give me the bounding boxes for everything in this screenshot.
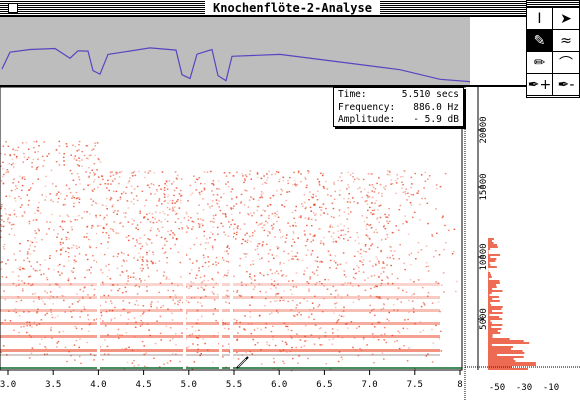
spectrogram-plot[interactable]	[0, 140, 462, 372]
window-title-bar[interactable]: Knochenflöte-2-Analyse	[0, 0, 526, 17]
amplitude-label: Amplitude:	[338, 114, 396, 125]
amplitude-value: - 5.9 dB	[413, 114, 459, 125]
time-tick-label: 5.5	[226, 380, 242, 390]
time-tick-label: 3.0	[0, 380, 16, 390]
time-tick-label: 6.5	[316, 380, 332, 390]
time-label: Time:	[338, 89, 367, 100]
time-value: 5.510 secs	[401, 89, 459, 100]
palette-drag-bar[interactable]	[527, 1, 579, 8]
time-tick-label: 4.0	[90, 380, 106, 390]
pencil-icon: ✏	[533, 54, 546, 71]
time-tick-label: 6.0	[271, 380, 287, 390]
text-cursor-icon: I	[537, 10, 542, 27]
window-title: Knochenflöte-2-Analyse	[205, 1, 380, 15]
time-tick-label: 7.0	[361, 380, 377, 390]
spectrogram-view[interactable]: 20000 15000 10000 5000 -50 -30 -10 3.0 3.5 4.0 4…	[0, 87, 580, 400]
time-axis: 3.0 3.5 4.0 4.5 5.0 5.5 6.0 6.5 7.0 7.5 8	[0, 370, 463, 390]
pen-minus-tool[interactable]: ✒-	[553, 74, 579, 96]
time-tick-label: 8	[457, 380, 462, 390]
wave-tool[interactable]: ≈	[553, 30, 579, 52]
frequency-tick-label: 20000	[479, 116, 489, 143]
pen-plus-icon: ✒+	[527, 76, 552, 93]
time-tick-label: 5.0	[181, 380, 197, 390]
eyedropper-cursor-icon	[236, 356, 249, 369]
frequency-tick-label: 10000	[479, 243, 489, 270]
amplitude-tick-label: -50	[489, 383, 505, 393]
time-tick-label: 7.5	[407, 380, 423, 390]
pen-minus-icon: ✒-	[557, 76, 575, 93]
cursor-readout-panel: Time: 5.510 secs Frequency: 886.0 Hz Ampli…	[333, 87, 464, 127]
time-tick-label: 3.5	[45, 380, 61, 390]
waveform-overview[interactable]	[0, 17, 526, 87]
frequency-value: 886.0 Hz	[413, 101, 459, 113]
waveform-envelope	[0, 17, 526, 85]
arrow-tool[interactable]: ➤	[553, 8, 579, 30]
lasso-tool[interactable]: ⌒	[553, 52, 579, 74]
overview-selection	[0, 17, 470, 85]
arrow-icon: ➤	[560, 10, 572, 27]
pen-plus-tool[interactable]: ✒+	[527, 74, 553, 96]
close-box-button[interactable]	[8, 3, 18, 13]
pencil-tool[interactable]: ✏	[527, 52, 553, 74]
wave-icon: ≈	[560, 32, 572, 49]
tool-palette[interactable]: I ➤ ✎ ≈ ✏ ⌒ ✒+ ✒-	[526, 0, 580, 98]
eyedropper-icon: ✎	[533, 32, 546, 49]
amplitude-slice-panel: -50 -30 -10	[465, 236, 580, 393]
eyedropper-tool[interactable]: ✎	[527, 30, 553, 52]
frequency-tick-label: 15000	[479, 173, 489, 200]
amplitude-tick-label: -10	[543, 383, 559, 393]
time-tick-label: 4.5	[135, 380, 151, 390]
overview-unselected	[470, 17, 526, 85]
lasso-icon: ⌒	[559, 55, 573, 72]
amplitude-tick-label: -30	[516, 383, 532, 393]
envelope-line	[1, 47, 471, 83]
text-cursor-tool[interactable]: I	[527, 8, 553, 30]
frequency-axis: 20000 15000 10000 5000	[477, 87, 489, 370]
frequency-label: Frequency:	[338, 101, 396, 113]
frequency-tick-label: 5000	[479, 308, 489, 330]
